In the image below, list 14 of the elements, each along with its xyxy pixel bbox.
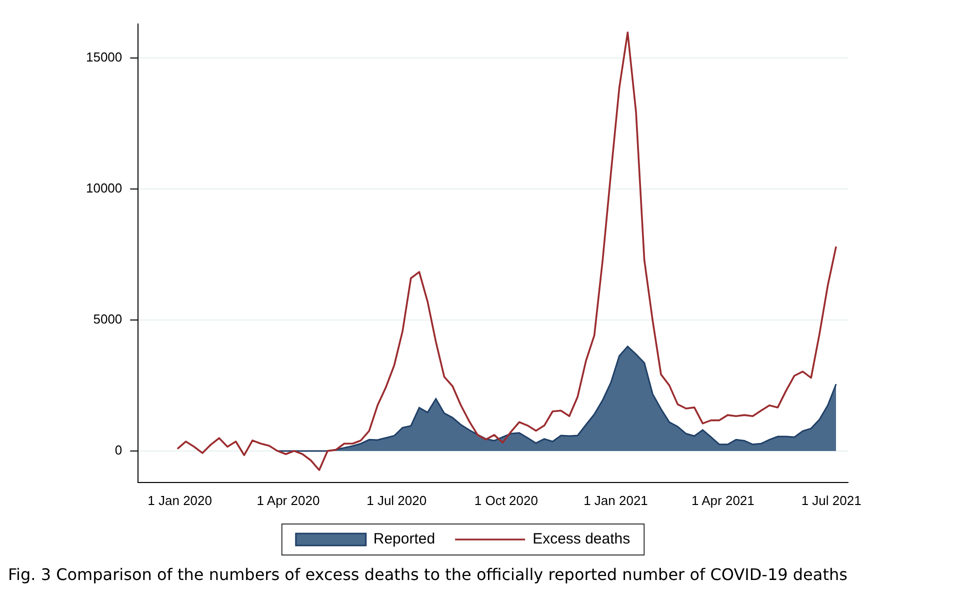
legend-label: Reported [373,530,436,548]
legend-label: Excess deaths [532,530,630,548]
x-tick-label: 1 Jan 2020 [148,492,212,508]
x-tick-label: 1 Jul 2020 [366,492,427,508]
y-tick-label: 0 [114,442,122,458]
y-tick-label: 10000 [86,180,122,196]
y-tick-label: 5000 [93,312,122,327]
caption: Fig. 3 Comparison of the numbers of excess deaths to the officially reported number of COVID-19 deaths [8,565,848,584]
x-tick-label: 1 Apr 2021 [691,492,754,508]
y-tick-label: 15000 [86,49,122,64]
x-tick-label: 1 Apr 2020 [256,492,320,508]
x-tick-label: 1 Oct 2020 [474,492,538,508]
x-tick-label: 1 Jul 2021 [801,492,862,508]
x-tick-label: 1 Jan 2021 [584,492,648,508]
